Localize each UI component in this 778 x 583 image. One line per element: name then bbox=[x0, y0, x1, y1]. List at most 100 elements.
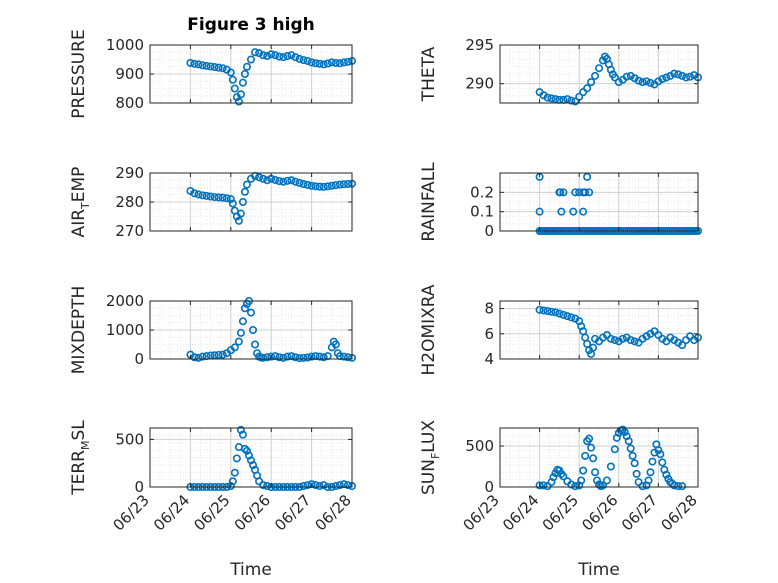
data-point bbox=[662, 470, 671, 479]
data-point bbox=[283, 176, 292, 185]
data-point bbox=[259, 353, 268, 362]
data-point bbox=[230, 468, 239, 477]
data-point bbox=[662, 73, 671, 82]
data-point bbox=[628, 451, 637, 460]
y-axis-label-main: SUN bbox=[419, 459, 439, 495]
data-point bbox=[670, 481, 679, 490]
data-point bbox=[594, 64, 603, 73]
data-point bbox=[547, 94, 556, 103]
data-point bbox=[228, 75, 237, 84]
data-point bbox=[610, 73, 619, 82]
data-point bbox=[194, 60, 203, 69]
data-point bbox=[543, 482, 552, 491]
data-point bbox=[620, 428, 629, 437]
data-point bbox=[327, 181, 336, 190]
y-axis-label-rest: EMP bbox=[69, 167, 89, 203]
data-point bbox=[587, 443, 596, 452]
y-tick-label: 0 bbox=[484, 222, 494, 240]
y-axis-label-subscript: F bbox=[429, 453, 442, 459]
data-point bbox=[630, 74, 639, 83]
data-point bbox=[232, 454, 241, 463]
y-axis-label: MIXDEPTH bbox=[69, 286, 89, 375]
data-point bbox=[658, 458, 667, 467]
data-point bbox=[226, 195, 235, 204]
data-point bbox=[644, 476, 653, 485]
data-point bbox=[589, 343, 598, 352]
data-point bbox=[299, 482, 308, 491]
data-point bbox=[190, 59, 199, 68]
data-point bbox=[535, 305, 544, 314]
data-point bbox=[646, 78, 655, 87]
data-point bbox=[186, 58, 195, 67]
y-tick-label: 0.2 bbox=[470, 183, 494, 201]
data-point bbox=[654, 446, 663, 455]
y-tick-label: 295 bbox=[465, 36, 494, 54]
data-point bbox=[279, 353, 288, 362]
data-point bbox=[279, 177, 288, 186]
data-point bbox=[648, 457, 657, 466]
data-point bbox=[319, 481, 328, 490]
data-point bbox=[259, 481, 268, 490]
data-point bbox=[206, 192, 215, 201]
data-point bbox=[279, 53, 288, 62]
data-point bbox=[594, 480, 603, 489]
data-point bbox=[674, 70, 683, 79]
data-point bbox=[283, 52, 292, 61]
data-point bbox=[670, 69, 679, 78]
data-point bbox=[543, 307, 552, 316]
subplot-3: 270 280 290 AIRTEMP bbox=[69, 164, 356, 240]
data-point bbox=[194, 353, 203, 362]
data-point bbox=[579, 207, 588, 216]
data-point bbox=[646, 468, 655, 477]
data-point bbox=[218, 64, 227, 73]
y-axis-label: RAINFALL bbox=[419, 162, 439, 242]
y-axis-label: THETA bbox=[419, 46, 439, 102]
data-point bbox=[571, 188, 580, 197]
x-axis-label: Time bbox=[577, 560, 620, 580]
data-point bbox=[202, 191, 211, 200]
data-point bbox=[287, 51, 296, 60]
y-tick-label: 290 bbox=[115, 164, 144, 182]
data-point bbox=[242, 62, 251, 71]
data-point bbox=[678, 482, 687, 491]
data-point bbox=[634, 76, 643, 85]
data-point bbox=[291, 53, 300, 62]
y-tick-label: 8 bbox=[484, 300, 494, 318]
data-point bbox=[579, 466, 588, 475]
data-point bbox=[236, 90, 245, 99]
data-point bbox=[275, 353, 284, 362]
axes-box bbox=[499, 172, 699, 232]
data-point bbox=[307, 352, 316, 361]
subplot-2: 290 295 THETA bbox=[419, 36, 702, 106]
data-point bbox=[275, 52, 284, 61]
data-point bbox=[335, 180, 344, 189]
data-point bbox=[626, 336, 635, 345]
data-point bbox=[249, 325, 258, 334]
data-point bbox=[581, 451, 590, 460]
data-point bbox=[583, 84, 592, 93]
data-point bbox=[571, 482, 580, 491]
data-point bbox=[190, 189, 199, 198]
data-point bbox=[255, 49, 264, 58]
data-point bbox=[263, 482, 272, 491]
data-point bbox=[234, 216, 243, 225]
data-point bbox=[236, 328, 245, 337]
data-point bbox=[678, 71, 687, 80]
data-point bbox=[311, 59, 320, 68]
y-tick-label: 1000 bbox=[106, 36, 144, 54]
data-point bbox=[194, 190, 203, 199]
data-point bbox=[307, 181, 316, 190]
y-tick-label: 500 bbox=[115, 430, 144, 448]
data-point bbox=[567, 96, 576, 105]
data-point bbox=[303, 56, 312, 65]
y-axis-label: PRESSURE bbox=[69, 29, 89, 118]
data-point bbox=[606, 334, 615, 343]
data-point bbox=[226, 68, 235, 77]
data-point bbox=[674, 482, 683, 491]
data-point bbox=[218, 350, 227, 359]
data-point bbox=[228, 199, 237, 208]
data-point bbox=[240, 304, 249, 313]
data-point bbox=[602, 476, 611, 485]
data-point bbox=[303, 180, 312, 189]
